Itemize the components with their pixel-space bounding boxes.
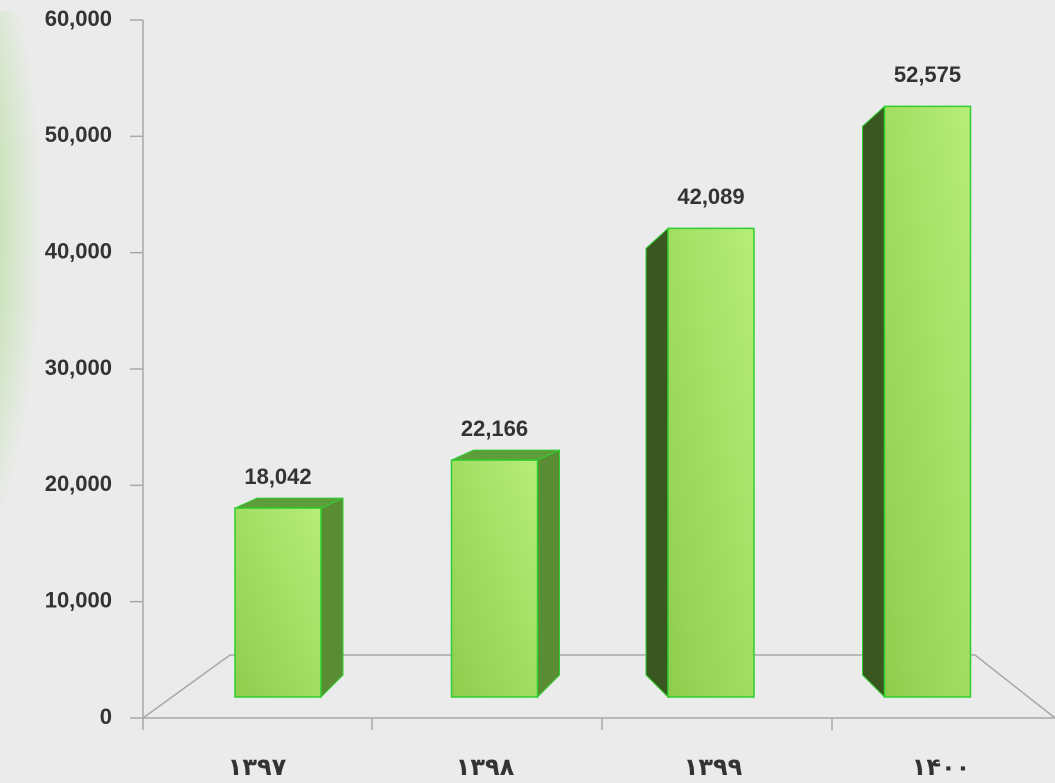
y-tick-label: 0 xyxy=(100,704,112,729)
value-label: 22,166 xyxy=(461,416,528,441)
y-tick-label: 60,000 xyxy=(45,6,112,31)
bar xyxy=(668,228,754,697)
y-tick-label: 30,000 xyxy=(45,355,112,380)
bar-side xyxy=(538,450,560,697)
bar xyxy=(885,106,971,697)
background-brush xyxy=(0,10,90,550)
y-tick-label: 20,000 xyxy=(45,471,112,496)
page: 0 10,000 20,000 30,000 40,000 50,000 60,000 18,… xyxy=(0,0,1055,783)
bar-side xyxy=(863,106,885,697)
value-label: 42,089 xyxy=(677,184,744,209)
x-tick-label: ۱۳۹۸ xyxy=(456,753,515,781)
bar xyxy=(235,508,321,697)
x-tick-label: ۱۳۹۷ xyxy=(228,753,287,781)
x-tick-label: ۱۴۰۰ xyxy=(912,753,971,781)
bar-side xyxy=(646,228,668,697)
bar xyxy=(452,460,538,697)
bar-side xyxy=(321,498,343,697)
y-tick-label: 10,000 xyxy=(45,587,112,612)
x-tick-label: ۱۳۹۹ xyxy=(684,753,743,781)
y-tick-label: 40,000 xyxy=(45,238,112,263)
chart: 0 10,000 20,000 30,000 40,000 50,000 60,000 18,… xyxy=(0,0,1055,783)
value-label: 52,575 xyxy=(894,62,961,87)
y-tick-label: 50,000 xyxy=(45,122,112,147)
value-label: 18,042 xyxy=(244,464,311,489)
